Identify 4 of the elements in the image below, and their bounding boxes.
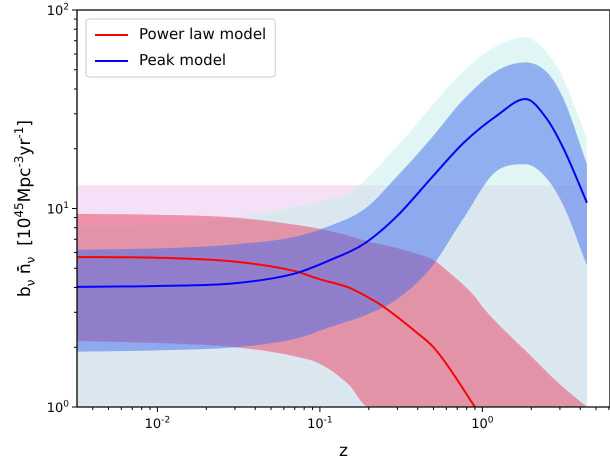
legend-label: Peak model (139, 50, 226, 69)
x-axis-title: z (339, 441, 348, 461)
text: bν n̄̇ν [1045Mpc-3yr-1] (12, 120, 38, 298)
legend-label: Power law model (139, 24, 266, 43)
